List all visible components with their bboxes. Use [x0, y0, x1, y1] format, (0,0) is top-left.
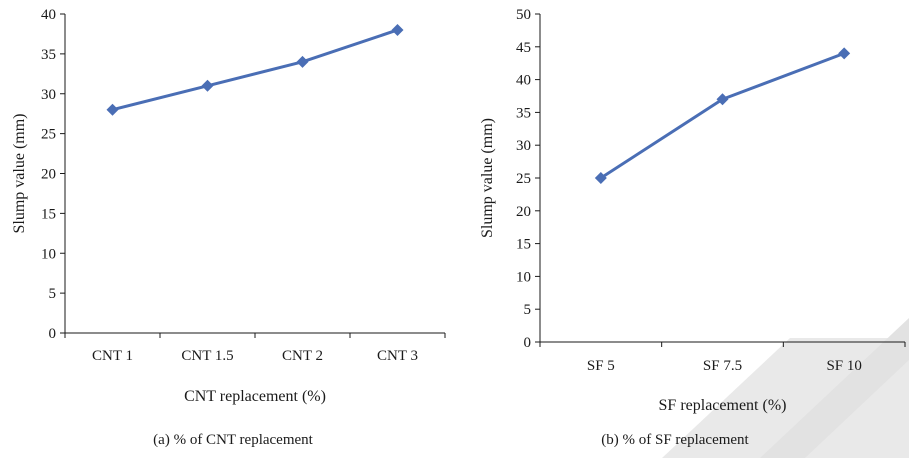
chart-caption: (b) % of SF replacement	[601, 432, 749, 448]
series-line	[112, 28, 398, 112]
y-tick-label: 10	[41, 246, 56, 262]
x-tick-label: SF 10	[826, 358, 861, 374]
y-tick-label: 10	[516, 269, 531, 285]
y-tick-label: 25	[516, 171, 531, 187]
data-point	[201, 79, 214, 92]
x-tick-label: CNT 2	[282, 348, 323, 364]
y-tick-label: 50	[516, 7, 531, 23]
y-tick-label: 40	[516, 73, 531, 89]
y-tick-label: 40	[41, 7, 56, 23]
watermark-shape	[662, 338, 909, 458]
y-tick-label: 15	[516, 237, 531, 253]
x-tick-label: CNT 1	[92, 348, 133, 364]
y-tick-label: 30	[516, 138, 531, 154]
y-tick-label: 5	[49, 286, 57, 302]
y-tick-label: 0	[49, 326, 57, 342]
x-tick-label: CNT 3	[377, 348, 418, 364]
y-tick-label: 5	[524, 302, 532, 318]
y-axis-title: Slump value (mm)	[479, 118, 496, 238]
data-point	[296, 55, 309, 68]
y-tick-label: 25	[41, 127, 56, 143]
x-tick-label: CNT 1.5	[181, 348, 233, 364]
chart-caption: (a) % of CNT replacement	[153, 432, 313, 448]
data-point	[106, 103, 119, 116]
y-tick-label: 45	[516, 40, 531, 56]
y-tick-label: 20	[41, 167, 56, 183]
data-point	[716, 93, 729, 106]
data-point	[594, 172, 607, 184]
x-axis-title: CNT replacement (%)	[184, 388, 326, 405]
watermark-stripe	[760, 318, 909, 458]
y-tick-label: 20	[516, 204, 531, 220]
x-tick-label: SF 5	[587, 358, 615, 374]
chart-cnt: 0 5 10 15 20 25 30 35 40 CNT 1 CNT 1.5 CNT 2 CNT 3 Sl…	[11, 7, 446, 448]
y-tick-label: 30	[41, 87, 56, 103]
x-axis-title: SF replacement (%)	[659, 397, 787, 414]
y-tick-label: 15	[41, 206, 56, 222]
y-axis-title: Slump value (mm)	[11, 114, 28, 234]
series-line	[600, 51, 845, 180]
y-tick-label: 0	[524, 335, 532, 351]
data-point	[391, 23, 404, 36]
y-tick-label: 35	[516, 105, 531, 121]
chart-sf: 0 5 10 15 20 25 30 35 40 45 50 SF 5 SF 7.5 SF 10 Slump…	[479, 7, 906, 448]
data-point	[838, 47, 851, 60]
y-tick-label: 35	[41, 47, 56, 63]
x-tick-label: SF 7.5	[703, 358, 742, 374]
